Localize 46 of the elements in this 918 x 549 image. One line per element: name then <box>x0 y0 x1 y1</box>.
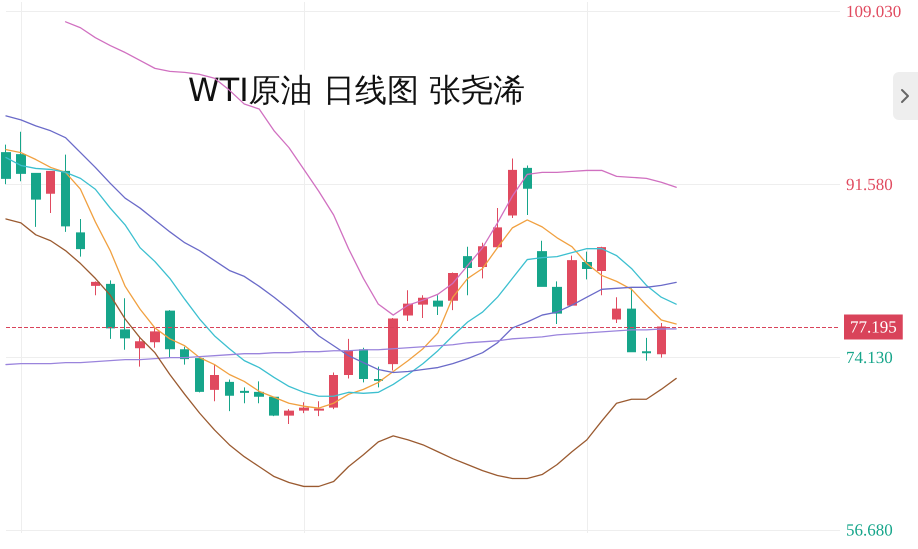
candlestick <box>106 280 115 340</box>
candlestick <box>165 310 175 358</box>
candlestick <box>329 372 338 410</box>
candlestick <box>597 246 606 296</box>
candlestick <box>463 246 472 296</box>
candlestick <box>91 280 100 296</box>
y-tick-label: 91.580 <box>846 174 893 194</box>
candlestick <box>523 164 532 216</box>
candlestick <box>135 336 145 368</box>
y-tick-label: 109.030 <box>846 2 902 22</box>
candlestick <box>225 378 234 412</box>
candlestick <box>195 358 204 393</box>
candlestick <box>627 288 636 352</box>
candlestick <box>254 380 264 404</box>
candlestick <box>567 255 577 306</box>
candlestick <box>61 154 70 232</box>
candlestick <box>31 172 41 228</box>
candlestick <box>76 218 85 258</box>
line-series <box>5 218 677 488</box>
candlestick <box>359 347 368 383</box>
candlestick <box>150 327 160 348</box>
candlestick <box>46 170 55 214</box>
y-tick-label: 56.680 <box>846 520 893 540</box>
candlestick <box>403 290 413 322</box>
candlestick <box>344 338 353 379</box>
ref-line-label: 77.195 <box>850 318 897 337</box>
candlestick <box>240 386 249 404</box>
candlestick <box>493 208 502 248</box>
candlestick <box>120 298 130 350</box>
y-tick-label: 74.130 <box>846 348 893 367</box>
candlestick <box>508 158 517 218</box>
candlestick <box>552 280 562 324</box>
line-series <box>5 328 677 366</box>
candlestick <box>284 408 294 425</box>
candlestick <box>16 131 26 182</box>
candlestick <box>269 396 279 417</box>
candlestick <box>433 294 443 316</box>
candlestick <box>478 242 487 279</box>
line-series <box>5 115 677 374</box>
candlestick <box>210 364 219 402</box>
line-series <box>64 21 677 316</box>
candlestick <box>612 296 621 324</box>
candlestick <box>1 144 11 185</box>
candlestick <box>374 366 383 388</box>
candlestick <box>642 337 651 362</box>
candlestick <box>537 240 547 287</box>
